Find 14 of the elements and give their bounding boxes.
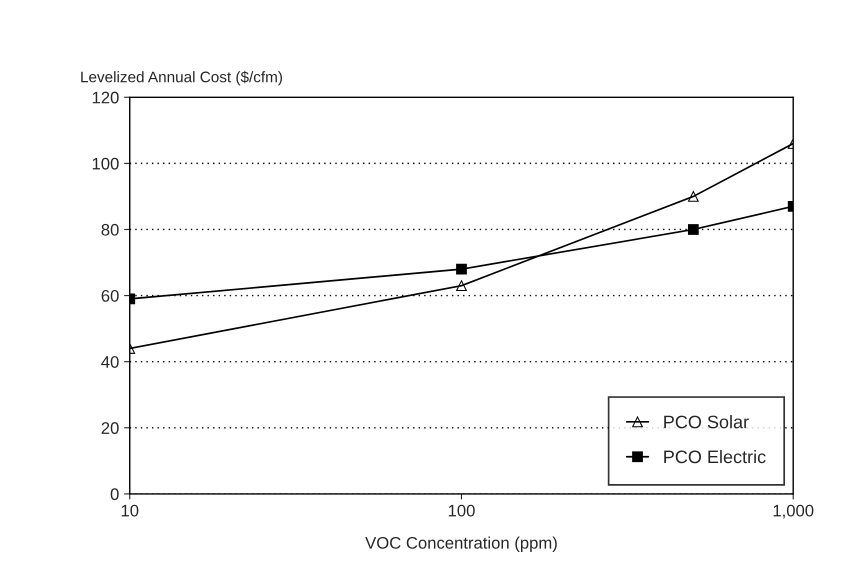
y-tick-label: 100 (92, 158, 119, 170)
y-tick-label: 60 (102, 290, 119, 302)
y-axis-title: Levelized Annual Cost ($/cfm) (81, 70, 282, 86)
x-tick-label: 100 (448, 504, 475, 517)
x-tick-label: 1,000 (774, 504, 814, 519)
legend-label: PCO Solar (664, 415, 749, 428)
x-tick-label: 10 (122, 504, 138, 517)
y-tick-label: 0 (110, 488, 119, 500)
legend-label: PCO Electric (664, 450, 766, 464)
y-tick-label: 20 (102, 422, 119, 434)
y-tick-label: 80 (102, 224, 119, 236)
y-tick-label: 40 (101, 356, 119, 368)
y-tick-label: 120 (92, 92, 119, 104)
x-axis-title: VOC Concentration (ppm) (365, 536, 557, 552)
